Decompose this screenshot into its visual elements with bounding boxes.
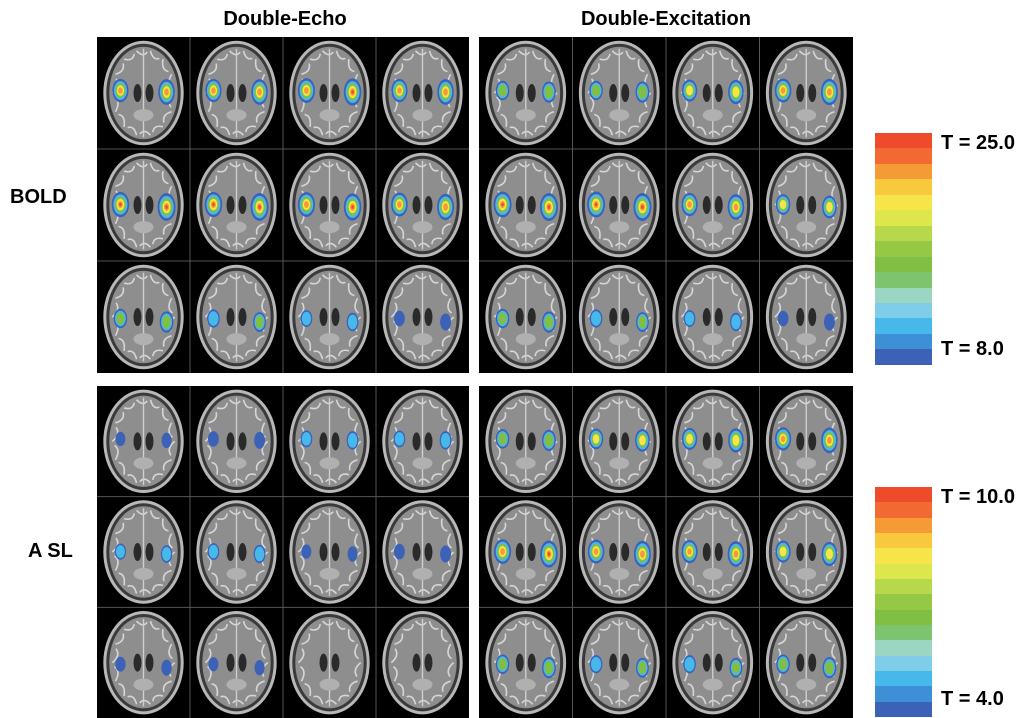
colorbar-step (875, 532, 932, 549)
brain-slice (765, 152, 847, 258)
brain-slice (382, 610, 463, 715)
brain-slice (672, 264, 754, 370)
asl-double-echo-panel (97, 386, 469, 718)
colorbar-step (875, 179, 932, 195)
colorbar-step (875, 686, 932, 702)
brain-slice (578, 500, 660, 604)
colorbar-step (875, 256, 932, 273)
brain-slice (289, 152, 370, 258)
brain-slice-grid (479, 37, 853, 373)
brain-slice (485, 152, 567, 258)
brain-slice (196, 152, 277, 258)
colorbar-step (875, 287, 932, 303)
brain-slice (196, 264, 277, 370)
brain-slice (103, 610, 184, 715)
colorbar-step (875, 670, 932, 687)
brain-slice (485, 500, 567, 604)
brain-slice (672, 610, 754, 715)
brain-slice (103, 152, 184, 258)
brain-slice (578, 610, 660, 715)
brain-slice (382, 40, 463, 146)
brain-slice (765, 610, 847, 715)
brain-slice (382, 264, 463, 370)
colorbar-step (875, 148, 932, 164)
brain-slice (103, 389, 184, 494)
colorbar-step (875, 640, 932, 656)
brain-slice-grid (97, 386, 469, 718)
colorbar-step (875, 318, 932, 334)
brain-slice (103, 264, 184, 370)
colorbar-step (875, 210, 932, 226)
colorbar-step (875, 349, 932, 365)
colorbar-step (875, 302, 932, 319)
bold-double-echo-panel (97, 37, 469, 373)
brain-slice (765, 40, 847, 146)
brain-slice (578, 40, 660, 146)
colorbar-step (875, 609, 932, 625)
bold-double-excitation-panel (479, 37, 853, 373)
brain-slice (289, 500, 370, 604)
colorbar-step (875, 272, 932, 288)
brain-slice (196, 389, 277, 494)
brain-slice (103, 40, 184, 146)
colorbar-step (875, 578, 932, 595)
colorbar-bold (875, 133, 932, 365)
brain-slice (578, 152, 660, 258)
colorbar-step (875, 194, 932, 211)
colorbar-step (875, 502, 932, 518)
brain-slice (382, 500, 463, 604)
brain-slice (672, 40, 754, 146)
column-title-double-echo: Double-Echo (223, 8, 347, 30)
brain-slice (196, 610, 277, 715)
colorbar-step (875, 624, 932, 641)
colorbar-asl-max-label: T = 10.0 (941, 486, 1015, 508)
brain-slice (382, 152, 463, 258)
brain-slice (485, 610, 567, 715)
asl-double-excitation-panel (479, 386, 853, 718)
colorbar-asl (875, 487, 932, 717)
brain-slice (289, 264, 370, 370)
row-label-asl: A SL (28, 540, 73, 562)
brain-slice (765, 389, 847, 494)
colorbar-step (875, 548, 932, 564)
brain-slice-grid (479, 386, 853, 718)
colorbar-step (875, 594, 932, 610)
colorbar-bold-max-label: T = 25.0 (941, 132, 1015, 154)
brain-slice-grid (97, 37, 469, 373)
brain-slice (765, 500, 847, 604)
brain-slice (672, 389, 754, 494)
colorbar-step (875, 225, 932, 242)
colorbar-step (875, 487, 932, 503)
brain-slice (485, 264, 567, 370)
brain-slice (289, 610, 370, 715)
brain-slice (196, 40, 277, 146)
brain-slice (103, 500, 184, 604)
brain-slice (485, 40, 567, 146)
colorbar-step (875, 163, 932, 180)
brain-slice (578, 264, 660, 370)
colorbar-step (875, 241, 932, 257)
colorbar-step (875, 701, 932, 717)
brain-slice (672, 500, 754, 604)
colorbar-step (875, 517, 932, 533)
brain-slice (289, 389, 370, 494)
colorbar-bold-min-label: T = 8.0 (941, 338, 1004, 360)
colorbar-step (875, 133, 932, 149)
brain-slice (289, 40, 370, 146)
colorbar-step (875, 655, 932, 671)
brain-slice (382, 389, 463, 494)
brain-slice (196, 500, 277, 604)
colorbar-asl-min-label: T = 4.0 (941, 688, 1004, 710)
row-label-bold: BOLD (10, 186, 67, 208)
colorbar-step (875, 563, 932, 579)
brain-slice (485, 389, 567, 494)
colorbar-step (875, 333, 932, 350)
brain-slice (765, 264, 847, 370)
column-title-double-excitation: Double-Excitation (580, 8, 751, 30)
brain-slice (672, 152, 754, 258)
brain-slice (578, 389, 660, 494)
